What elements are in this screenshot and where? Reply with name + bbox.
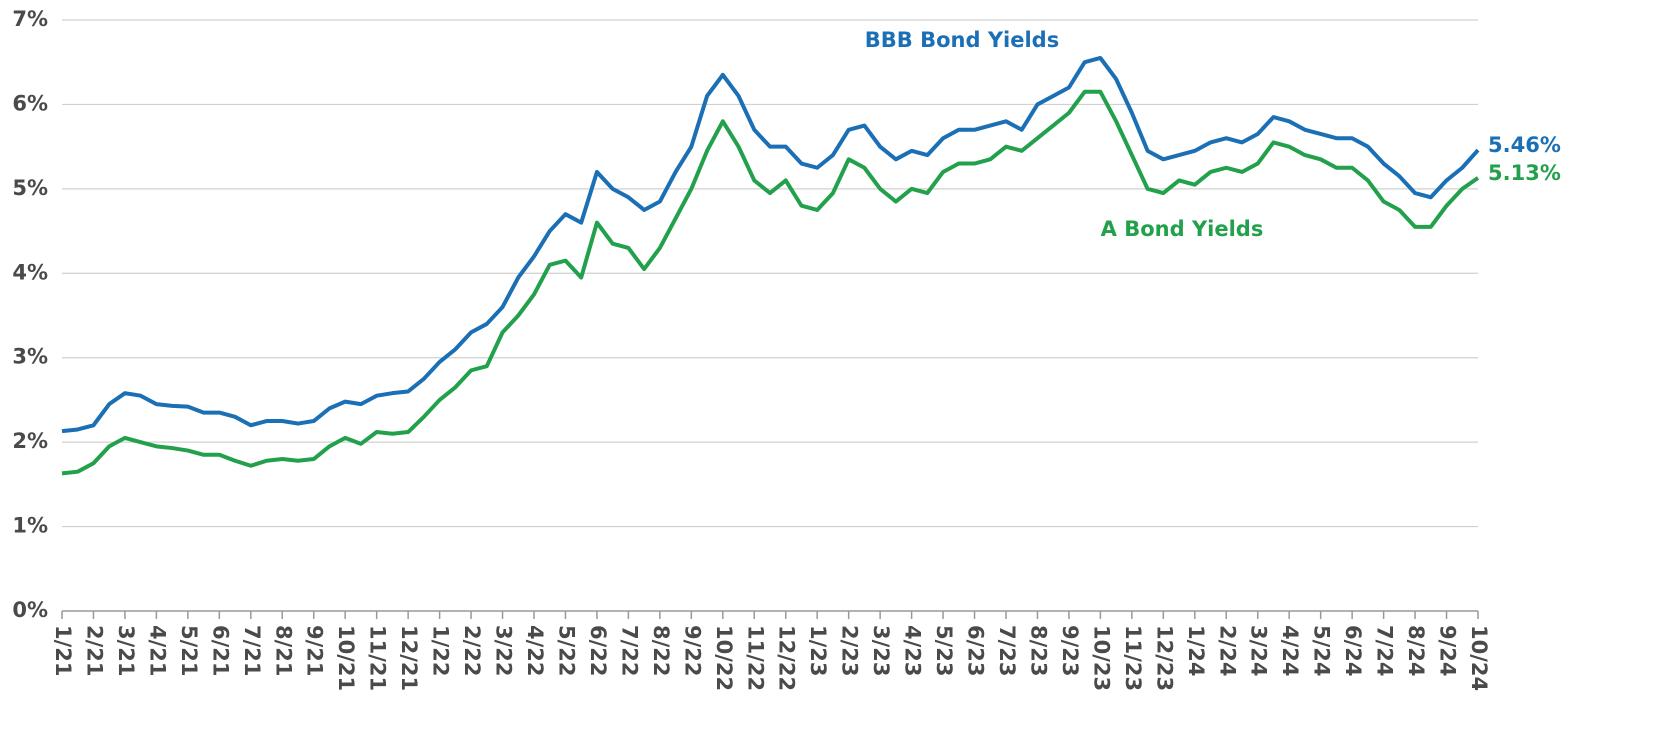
x-tick-label: 10/23 (1089, 625, 1113, 691)
x-tick-label: 4/22 (523, 625, 547, 677)
series-label: BBB Bond Yields (865, 28, 1059, 52)
x-tick-label: 10/21 (334, 625, 358, 691)
x-tick-label: 5/23 (932, 625, 956, 677)
x-tick-label: 5/22 (554, 625, 578, 677)
x-tick-label: 8/24 (1404, 625, 1428, 677)
x-tick-label: 8/21 (271, 625, 295, 677)
x-tick-label: 7/23 (995, 625, 1019, 677)
x-tick-label: 7/22 (617, 625, 641, 677)
x-tick-label: 4/23 (901, 625, 925, 677)
x-tick-label: 2/21 (82, 625, 106, 677)
y-tick-label: 7% (12, 7, 48, 31)
y-tick-label: 0% (12, 598, 48, 622)
x-tick-label: 9/23 (1058, 625, 1082, 677)
x-tick-label: 12/23 (1152, 625, 1176, 691)
x-tick-label: 3/24 (1247, 625, 1271, 677)
value-label: 5.46% (1488, 133, 1561, 157)
x-tick-label: 2/22 (460, 625, 484, 677)
x-tick-label: 11/22 (743, 625, 767, 691)
x-tick-label: 3/22 (492, 625, 516, 677)
x-tick-label: 6/23 (964, 625, 988, 677)
y-tick-label: 1% (12, 514, 48, 538)
series-label: A Bond Yields (1101, 217, 1264, 241)
x-tick-label: 3/21 (114, 625, 138, 677)
x-tick-label: 5/24 (1310, 625, 1334, 677)
x-tick-label: 2/23 (838, 625, 862, 677)
x-tick-label: 11/23 (1121, 625, 1145, 691)
x-tick-label: 6/21 (208, 625, 232, 677)
x-tick-label: 9/24 (1436, 625, 1460, 677)
x-tick-label: 7/21 (240, 625, 264, 677)
series-line (61, 89, 1480, 476)
x-tick-label: 1/21 (51, 625, 75, 677)
y-tick-label: 4% (12, 260, 48, 284)
x-tick-label: 12/21 (397, 625, 421, 691)
x-tick-label: 11/21 (366, 625, 390, 691)
x-tick-label: 4/21 (145, 625, 169, 677)
value-label: 5.13% (1488, 161, 1561, 185)
x-tick-label: 3/23 (869, 625, 893, 677)
x-tick-label: 6/22 (586, 625, 610, 677)
y-tick-label: 5% (12, 176, 48, 200)
x-tick-label: 6/24 (1341, 625, 1365, 677)
x-tick-label: 10/24 (1467, 625, 1491, 691)
x-tick-label: 1/22 (429, 625, 453, 677)
x-tick-label: 10/22 (712, 625, 736, 691)
x-tick-label: 8/22 (649, 625, 673, 677)
x-tick-label: 12/22 (775, 625, 799, 691)
x-tick-label: 9/22 (680, 625, 704, 677)
x-tick-label: 8/23 (1026, 625, 1050, 677)
x-tick-label: 2/24 (1215, 625, 1239, 677)
y-tick-label: 3% (12, 345, 48, 369)
x-tick-label: 5/21 (177, 625, 201, 677)
x-tick-label: 4/24 (1278, 625, 1302, 677)
x-tick-label: 9/21 (303, 625, 327, 677)
y-tick-label: 2% (12, 429, 48, 453)
x-tick-label: 1/24 (1184, 625, 1208, 677)
y-tick-label: 6% (12, 91, 48, 115)
series-line (61, 55, 1480, 434)
x-tick-label: 1/23 (806, 625, 830, 677)
x-tick-label: 7/24 (1373, 625, 1397, 677)
